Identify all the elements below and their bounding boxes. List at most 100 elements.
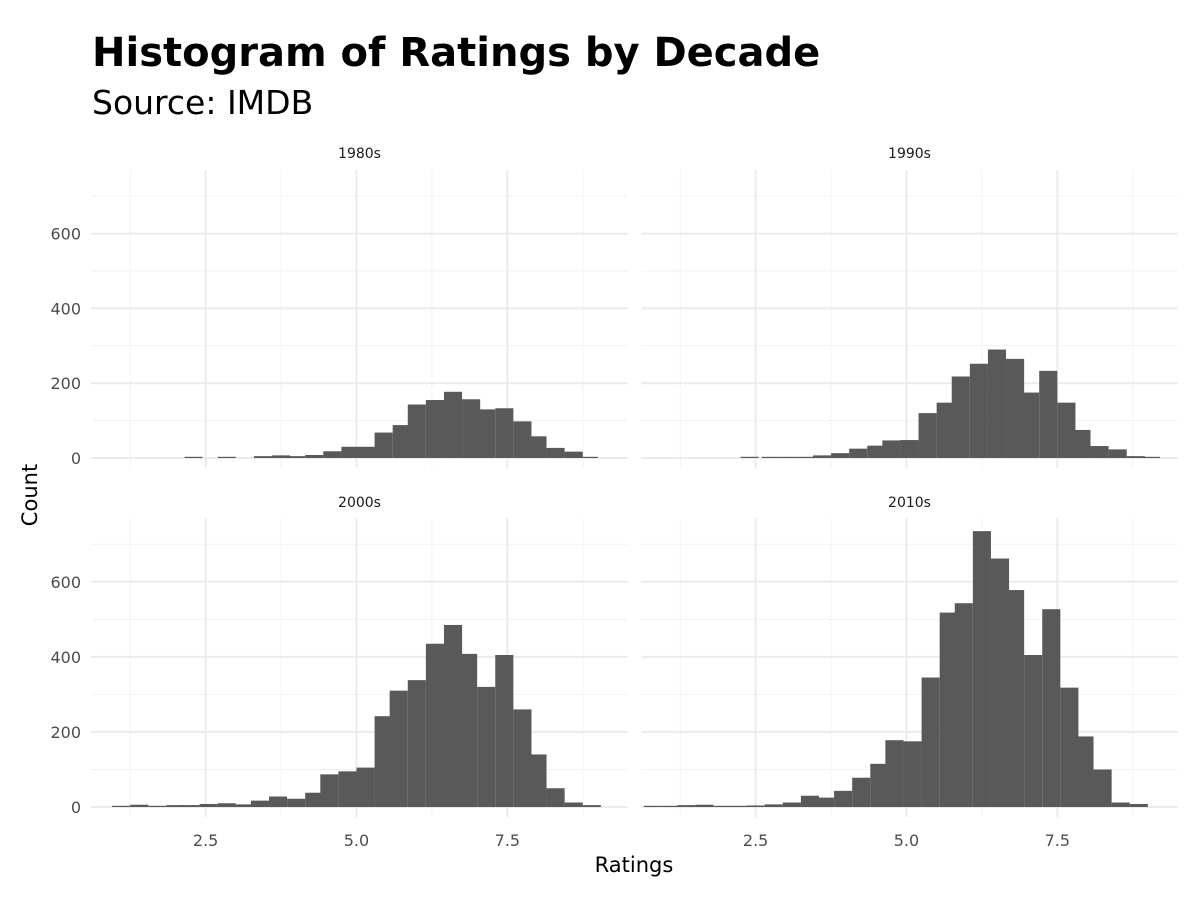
histogram-bar	[782, 802, 801, 807]
histogram-bar	[954, 603, 973, 807]
y-tick-label: 200	[50, 723, 81, 742]
histogram-bar	[389, 690, 408, 807]
panels-layer: 1980s 0 200 400 600 1990s 2000s 0 200 400 600 2.5 5.…	[50, 146, 1178, 850]
histogram-bar	[1024, 654, 1043, 807]
histogram-bar	[812, 455, 832, 458]
histogram-bar	[969, 363, 988, 458]
histogram-bar	[800, 795, 819, 807]
y-tick-label: 200	[50, 374, 81, 393]
histogram-bar	[513, 709, 532, 807]
histogram-bar	[425, 400, 444, 458]
histogram-bar	[1129, 803, 1148, 807]
x-axis-title: Ratings	[595, 853, 674, 877]
histogram-bar	[834, 790, 853, 807]
histogram-bar	[305, 792, 324, 807]
histogram-bar	[1093, 769, 1112, 807]
facet-panel-2000s: 2000s 0 200 400 600 2.5 5.0 7.5	[50, 495, 628, 850]
facet-panel-2010s: 2010s 2.5 5.0 7.5	[641, 495, 1178, 850]
histogram-bar	[987, 349, 1007, 458]
histogram-bar	[1006, 590, 1025, 807]
histogram-bar	[867, 445, 886, 458]
histogram-bar	[918, 413, 937, 458]
chart-title: Histogram of Ratings by Decade	[92, 30, 821, 76]
histogram-bar	[459, 653, 478, 807]
histogram-bar	[713, 805, 732, 807]
histogram-bar	[323, 451, 342, 458]
histogram-bar	[130, 804, 149, 807]
histogram-bar	[1039, 370, 1058, 458]
histogram-bar	[477, 409, 496, 458]
histogram-bar	[374, 432, 393, 458]
facet-panel-1980s: 1980s 0 200 400 600	[50, 146, 628, 468]
chart-subtitle: Source: IMDB	[92, 83, 314, 122]
histogram-bar	[341, 446, 360, 458]
histogram-bar	[695, 804, 714, 807]
histogram-bar	[495, 654, 514, 807]
histogram-bar	[951, 376, 970, 458]
histogram-bar	[356, 767, 375, 807]
histogram-bar	[731, 805, 750, 807]
histogram-bar	[407, 404, 426, 458]
histogram-bar	[662, 805, 681, 807]
facet-strip-label: 1980s	[338, 146, 381, 162]
histogram-bar	[1060, 687, 1079, 807]
histogram-bar	[425, 643, 444, 807]
y-tick-label: 400	[50, 299, 81, 318]
histogram-bar	[443, 391, 463, 458]
x-tick-label: 5.0	[344, 831, 369, 850]
y-tick-label: 0	[71, 798, 81, 817]
histogram-bar	[870, 763, 889, 807]
histogram-bar	[443, 624, 463, 807]
histogram-bar	[779, 456, 798, 458]
histogram-bar	[644, 805, 663, 807]
histogram-bar	[217, 803, 236, 807]
histogram-bar	[764, 804, 783, 807]
histogram-bar	[903, 741, 922, 807]
histogram-bar	[797, 456, 816, 458]
histogram-bar	[1021, 392, 1040, 458]
histogram-bar	[815, 797, 835, 807]
histogram-bar	[305, 455, 324, 458]
histogram-bar	[564, 451, 583, 458]
histogram-bar	[900, 440, 919, 458]
histogram-bar	[338, 771, 357, 807]
facet-strip-label: 2010s	[888, 495, 931, 511]
histogram-bar	[936, 402, 955, 458]
histogram-bar	[181, 805, 200, 807]
histogram-bar	[852, 777, 871, 807]
histogram-bar	[1006, 358, 1025, 458]
histogram-bar	[374, 716, 393, 807]
histogram-bar	[546, 447, 565, 458]
histogram-bar	[495, 408, 514, 458]
histogram-bar	[882, 440, 901, 458]
histogram-bar	[407, 680, 426, 807]
histogram-bar	[990, 558, 1010, 807]
histogram-bar	[1141, 456, 1160, 458]
histogram-bar	[564, 802, 583, 807]
histogram-bar	[579, 456, 598, 458]
histogram-bar	[740, 456, 759, 458]
histogram-bar	[287, 456, 306, 458]
histogram-bar	[112, 805, 131, 807]
histogram-bar	[272, 455, 291, 458]
histogram-bar	[677, 805, 696, 807]
histogram-bar	[1075, 736, 1094, 807]
y-tick-label: 600	[50, 573, 81, 592]
histogram-bar	[148, 805, 167, 807]
histogram-bar	[746, 805, 765, 807]
y-tick-label: 0	[71, 449, 81, 468]
histogram-bar	[939, 612, 958, 807]
x-tick-label: 7.5	[495, 831, 520, 850]
histogram-bar	[166, 805, 185, 807]
histogram-bar	[477, 686, 496, 807]
histogram-bar	[392, 425, 411, 458]
histogram-bar	[320, 774, 339, 807]
facet-strip-label: 1990s	[888, 146, 931, 162]
y-axis-title: Count	[18, 464, 42, 526]
histogram-bar	[268, 796, 288, 807]
x-tick-label: 5.0	[894, 831, 919, 850]
histogram-bar	[1042, 609, 1061, 807]
x-tick-label: 2.5	[743, 831, 768, 850]
histogram-bar	[1108, 449, 1127, 458]
histogram-bar	[1111, 802, 1130, 807]
